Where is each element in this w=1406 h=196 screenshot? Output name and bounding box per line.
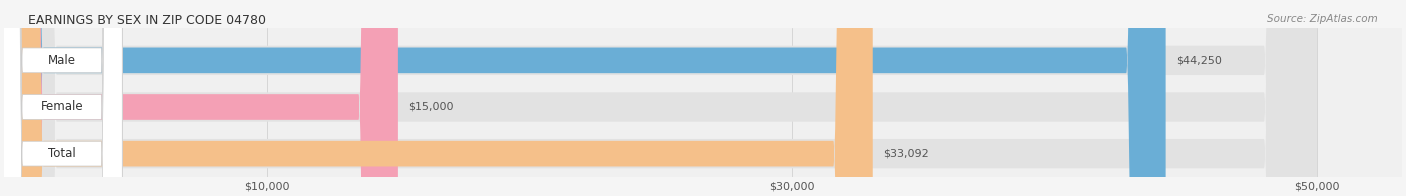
FancyBboxPatch shape [4, 0, 1316, 196]
Text: EARNINGS BY SEX IN ZIP CODE 04780: EARNINGS BY SEX IN ZIP CODE 04780 [28, 14, 266, 27]
FancyBboxPatch shape [1, 0, 122, 196]
Text: Female: Female [41, 101, 83, 113]
FancyBboxPatch shape [1, 0, 122, 196]
Text: Total: Total [48, 147, 76, 160]
FancyBboxPatch shape [4, 0, 873, 196]
Text: Source: ZipAtlas.com: Source: ZipAtlas.com [1267, 14, 1378, 24]
FancyBboxPatch shape [1, 0, 122, 196]
Text: $44,250: $44,250 [1175, 55, 1222, 65]
FancyBboxPatch shape [4, 0, 398, 196]
Text: $15,000: $15,000 [408, 102, 454, 112]
FancyBboxPatch shape [4, 0, 1316, 196]
FancyBboxPatch shape [4, 0, 1316, 196]
FancyBboxPatch shape [4, 0, 1166, 196]
Text: $33,092: $33,092 [883, 149, 929, 159]
Text: Male: Male [48, 54, 76, 67]
